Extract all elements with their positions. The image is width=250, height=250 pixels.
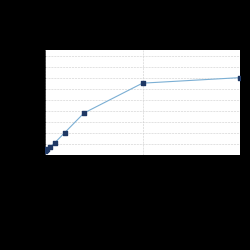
- Y-axis label: OD: OD: [23, 98, 28, 108]
- Point: [140, 81, 144, 85]
- X-axis label: Human Claudin 16 (CLDN16)
Concentration (ng/ml): Human Claudin 16 (CLDN16) Concentration …: [98, 167, 188, 178]
- Point: [43, 148, 47, 152]
- Point: [62, 131, 66, 135]
- Point: [238, 76, 242, 80]
- Point: [53, 141, 57, 145]
- Point: [44, 148, 48, 152]
- Point: [48, 145, 52, 149]
- Point: [46, 147, 50, 151]
- Point: [82, 111, 86, 115]
